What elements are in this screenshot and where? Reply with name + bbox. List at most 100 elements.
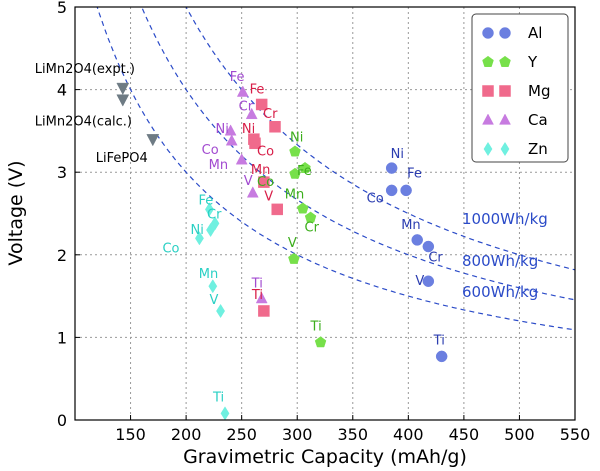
reference-marker bbox=[116, 94, 130, 107]
energy-curve bbox=[96, 7, 575, 331]
reference-label: LiMn2O4(expt.) bbox=[35, 62, 135, 77]
ca-marker bbox=[246, 186, 259, 198]
ca-point-label: Co bbox=[202, 143, 219, 158]
al-marker bbox=[411, 234, 423, 246]
y-point-label: Fe bbox=[297, 164, 312, 179]
y-marker bbox=[304, 211, 317, 223]
mg-point-label: Ni bbox=[242, 122, 255, 137]
al-point-label: Cr bbox=[428, 251, 443, 266]
ca-point-label: V bbox=[244, 174, 253, 189]
zn-point-label: Fe bbox=[198, 193, 213, 208]
mg-point-label: Cr bbox=[263, 107, 278, 122]
energy-curve bbox=[141, 7, 575, 301]
data-markers bbox=[195, 85, 448, 421]
y-tick-label: 1 bbox=[57, 328, 67, 347]
x-tick-label: 350 bbox=[338, 425, 369, 444]
zn-point-label: Ti bbox=[212, 390, 224, 405]
legend-zn-label: Zn bbox=[528, 140, 548, 158]
legend-al-swatch bbox=[499, 27, 511, 39]
al-point-label: Fe bbox=[407, 166, 422, 181]
x-tick-label: 400 bbox=[393, 425, 424, 444]
al-point-label: Ti bbox=[433, 333, 445, 348]
y-marker bbox=[289, 145, 301, 157]
mg-point-label: Mn bbox=[251, 163, 270, 178]
legend-mg-swatch bbox=[499, 85, 511, 97]
energy-curve-label: 800Wh/kg bbox=[462, 252, 538, 270]
al-point-label: V bbox=[415, 274, 424, 289]
al-marker bbox=[385, 162, 398, 174]
mg-point-label: Ti bbox=[251, 288, 263, 303]
legend-mg-swatch bbox=[482, 85, 494, 97]
data-point-labels: NiFeCoMnCrVTiNiFeCoMnCrVTiFeCrNiCoMnVTiF… bbox=[162, 70, 444, 405]
mg-marker bbox=[269, 121, 281, 133]
mg-point-label: Co bbox=[257, 144, 274, 159]
al-point-label: Ni bbox=[391, 147, 404, 162]
y-point-label: Mn bbox=[285, 188, 304, 203]
al-point-label: Co bbox=[367, 191, 384, 206]
x-tick-label: 550 bbox=[560, 425, 591, 444]
legend-box bbox=[471, 13, 569, 163]
legend-mg-label: Mg bbox=[528, 82, 550, 100]
y-point-label: Ni bbox=[290, 131, 303, 146]
ca-marker bbox=[235, 153, 248, 165]
al-point-label: Mn bbox=[401, 218, 420, 233]
y-tick-label: 5 bbox=[57, 0, 67, 17]
mg-marker bbox=[258, 176, 270, 188]
energy-curve-label: 600Wh/kg bbox=[462, 283, 538, 301]
ca-point-label: Ti bbox=[251, 277, 263, 292]
al-marker bbox=[400, 184, 412, 197]
zn-marker bbox=[195, 231, 204, 246]
zn-marker bbox=[210, 216, 220, 231]
y-marker bbox=[299, 161, 311, 173]
y-point-label: Co bbox=[257, 175, 274, 190]
legend-y-swatch bbox=[499, 55, 511, 67]
y-axis-label: Voltage (V) bbox=[5, 160, 27, 265]
mg-marker bbox=[258, 305, 270, 317]
al-marker bbox=[435, 350, 448, 363]
x-tick-label: 450 bbox=[449, 425, 480, 444]
energy-curve-label: 1000Wh/kg bbox=[462, 210, 548, 228]
mg-marker bbox=[271, 203, 283, 216]
y-point-label: V bbox=[288, 236, 297, 251]
reference-materials: LiMn2O4(expt.) LiMn2O4(calc.) LiFePO4 bbox=[35, 62, 160, 166]
zn-marker bbox=[206, 222, 215, 238]
energy-density-curves bbox=[96, 7, 575, 331]
mg-marker bbox=[255, 98, 268, 111]
legend-ca-label: Ca bbox=[528, 111, 548, 129]
mg-point-label: V bbox=[264, 189, 273, 204]
reference-label: LiMn2O4(calc.) bbox=[35, 115, 132, 130]
ca-marker bbox=[255, 291, 268, 304]
y-tick-label: 4 bbox=[57, 81, 67, 100]
reference-label: LiFePO4 bbox=[96, 151, 148, 166]
al-marker bbox=[385, 184, 398, 197]
ca-marker bbox=[224, 124, 237, 136]
zn-point-label: V bbox=[210, 293, 219, 308]
zn-marker bbox=[216, 303, 225, 319]
y-tick-label: 3 bbox=[57, 163, 67, 182]
legend-zn-swatch bbox=[500, 141, 510, 157]
x-axis-label: Gravimetric Capacity (mAh/g) bbox=[183, 446, 467, 468]
legend-ca-swatch bbox=[482, 113, 494, 125]
zn-point-label: Cr bbox=[207, 207, 222, 222]
y-marker bbox=[297, 202, 309, 214]
y-marker bbox=[289, 167, 301, 179]
zn-point-label: Ni bbox=[191, 223, 204, 238]
y-tick-label: 0 bbox=[57, 411, 67, 430]
ca-point-label: Cr bbox=[239, 99, 254, 114]
x-tick-label: 300 bbox=[282, 425, 313, 444]
zn-marker bbox=[220, 406, 230, 421]
y-point-label: Cr bbox=[305, 221, 320, 236]
ca-marker bbox=[245, 107, 258, 120]
reference-marker bbox=[116, 82, 130, 96]
x-tick-label: 150 bbox=[115, 425, 146, 444]
ca-marker bbox=[236, 85, 249, 97]
zn-point-label: Co bbox=[162, 241, 179, 256]
axis-ticks: 150 200 250 300 350 400 450 500 550 0 1 2 3 4 5 bbox=[57, 0, 590, 444]
y-marker bbox=[288, 252, 300, 264]
legend-y-swatch bbox=[482, 55, 494, 67]
energy-density-labels: 1000Wh/kg 800Wh/kg 600Wh/kg bbox=[462, 210, 548, 301]
al-marker bbox=[422, 275, 435, 287]
zn-point-label: Mn bbox=[199, 267, 218, 282]
legend-ca-swatch bbox=[499, 113, 511, 125]
